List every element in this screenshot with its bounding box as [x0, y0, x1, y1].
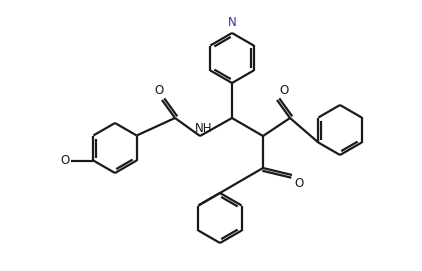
Text: NH: NH — [195, 122, 213, 135]
Text: O: O — [294, 177, 303, 190]
Text: O: O — [154, 84, 164, 97]
Text: O: O — [279, 84, 288, 97]
Text: N: N — [227, 16, 236, 29]
Text: O: O — [60, 154, 69, 167]
